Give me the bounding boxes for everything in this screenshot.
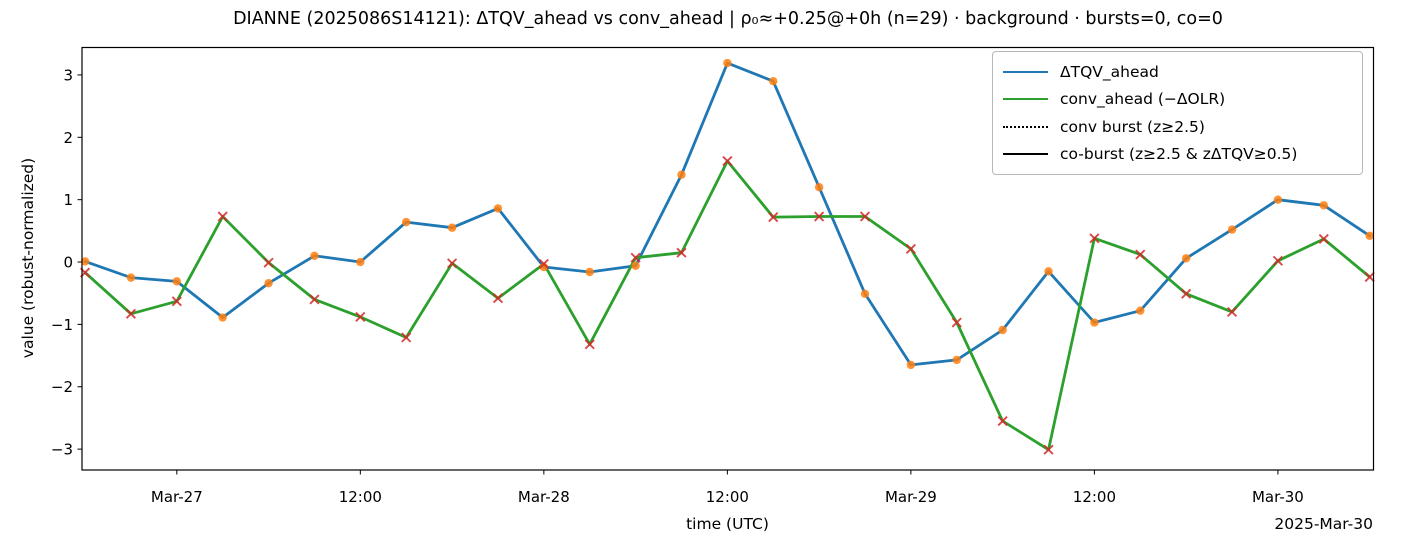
data-point-x [905, 243, 916, 254]
x-ticklabel: 12:00 [339, 488, 382, 506]
data-point-circle [80, 257, 90, 266]
data-point-circle [1044, 267, 1053, 276]
legend-item-1: conv_ahead (−ΔOLR) [1003, 86, 1352, 114]
legend-line-sample [1003, 125, 1048, 128]
y-ticklabel: 2 [63, 129, 73, 147]
data-point-circle [814, 182, 824, 192]
y-axis-ticklabels: −3 −2 −1 0 1 2 3 [51, 66, 73, 458]
data-point-x [125, 308, 137, 319]
y-ticklabel: −3 [51, 441, 73, 459]
x-ticklabel: 12:00 [706, 488, 749, 506]
data-point-x [263, 257, 274, 268]
data-point-x [1318, 233, 1329, 245]
data-point-circle [769, 76, 778, 86]
data-point-x [1135, 249, 1146, 260]
data-point-x [1181, 288, 1192, 299]
data-point-x [997, 415, 1008, 427]
data-point-x [814, 211, 825, 222]
data-point-circle [1227, 225, 1237, 234]
data-point-circle [218, 313, 227, 322]
data-point-circle [172, 277, 182, 286]
y-ticklabel: −1 [51, 316, 73, 334]
x-ticklabel: 12:00 [1073, 488, 1116, 506]
legend-label: ΔTQV_ahead [1060, 62, 1159, 81]
data-point-x [584, 339, 595, 350]
data-point-x [217, 211, 228, 222]
plot-area-border [81, 46, 1375, 471]
data-point-circle [264, 279, 273, 288]
data-point-x [492, 293, 504, 304]
data-point-circle [1365, 231, 1374, 241]
data-point-circle [447, 223, 457, 232]
data-point-x [676, 247, 687, 258]
data-point-circle [998, 325, 1007, 335]
x-axis-offset-date: 2025-Mar-30 [1274, 515, 1373, 533]
data-point-circle [952, 355, 961, 365]
data-point-x [1364, 271, 1375, 283]
y-ticklabel: 3 [63, 66, 73, 84]
legend-item-0: ΔTQV_ahead [1003, 58, 1352, 86]
data-point-x [951, 317, 962, 328]
x-axis-ticks [176, 470, 1279, 475]
x-axis-ticklabels: Mar-27 12:00 Mar-28 12:00 Mar-29 12:00 Mar-30 [151, 488, 1304, 506]
legend-label: conv burst (z≥2.5) [1060, 117, 1205, 136]
legend-item-2: conv burst (z≥2.5) [1003, 113, 1352, 141]
data-point-circle [1319, 201, 1328, 210]
data-point-circle [126, 273, 136, 282]
x-ticklabel: Mar-29 [885, 488, 937, 506]
legend-box: ΔTQV_ahead conv_ahead (−ΔOLR) conv burst (… [992, 51, 1363, 175]
y-ticklabel: 1 [63, 191, 73, 209]
data-point-circle [585, 267, 594, 277]
chart-title: DIANNE (2025086S14121): ΔTQV_ahead vs co… [233, 9, 1223, 29]
data-point-circle [310, 251, 319, 260]
x-ticklabel: Mar-27 [151, 488, 203, 506]
data-point-x [630, 252, 641, 263]
data-point-x [447, 258, 458, 269]
data-point-x [171, 296, 182, 307]
x-ticklabel: Mar-28 [518, 488, 570, 506]
legend-line-sample [1003, 98, 1048, 101]
series-conv-markers [79, 155, 1375, 455]
y-axis-label: value (robust-normalized) [19, 157, 37, 359]
data-point-circle [402, 217, 411, 227]
legend-item-3: co-burst (z≥2.5 & zΔTQV≥0.5) [1003, 141, 1352, 169]
data-point-circle [1273, 195, 1283, 204]
data-point-circle [631, 261, 640, 270]
data-point-circle [1136, 306, 1145, 315]
data-point-x [309, 294, 320, 305]
data-point-circle [1181, 254, 1191, 263]
x-ticklabel: Mar-30 [1252, 488, 1304, 506]
data-point-circle [677, 170, 686, 179]
y-ticklabel: −2 [51, 378, 73, 396]
data-point-x [722, 155, 733, 167]
data-point-circle [493, 204, 503, 213]
legend-line-sample [1003, 153, 1048, 156]
data-point-x [401, 332, 412, 343]
data-point-circle [860, 289, 870, 299]
legend-label: conv_ahead (−ΔOLR) [1060, 90, 1226, 109]
data-point-x [768, 212, 779, 223]
data-point-x [859, 211, 871, 222]
series-tqv-markers [80, 58, 1374, 370]
data-point-circle [356, 257, 365, 267]
legend-line-sample [1003, 70, 1048, 73]
series-conv-line [83, 159, 1372, 452]
data-point-x [1226, 306, 1238, 317]
x-axis-label: time (UTC) [686, 515, 769, 533]
y-ticklabel: 0 [63, 254, 73, 272]
data-point-x [1089, 233, 1100, 244]
data-point-circle [723, 58, 732, 68]
data-point-x [538, 258, 549, 269]
data-point-x [355, 311, 366, 322]
legend-label: co-burst (z≥2.5 & zΔTQV≥0.5) [1060, 145, 1298, 164]
data-point-circle [1090, 318, 1099, 327]
data-point-circle [906, 360, 916, 370]
data-point-x [1043, 444, 1054, 455]
data-point-x [1272, 255, 1283, 266]
